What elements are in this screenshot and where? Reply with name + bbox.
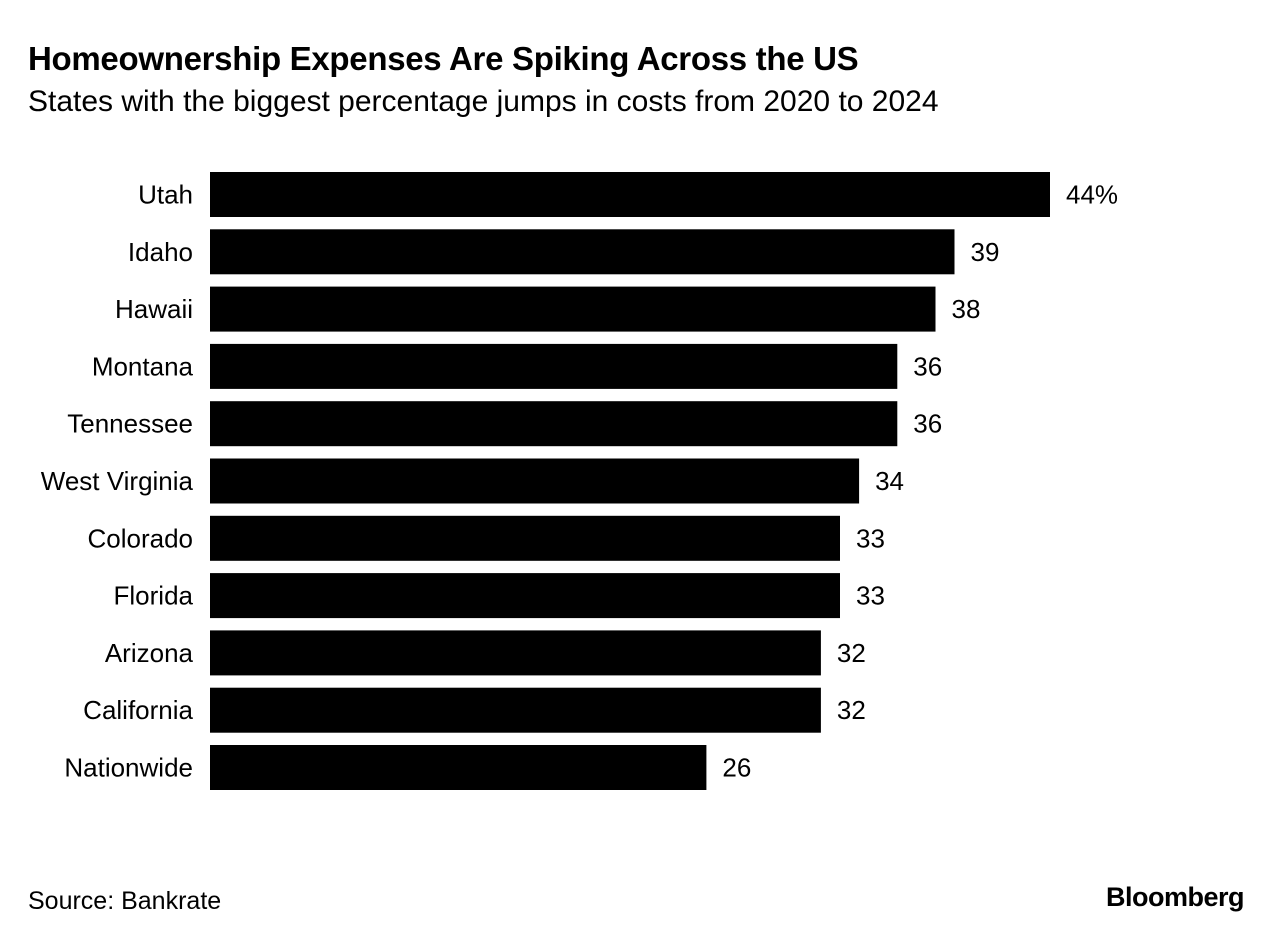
value-label: 34 (875, 466, 904, 496)
chart-title: Homeownership Expenses Are Spiking Acros… (28, 40, 859, 77)
value-label: 26 (722, 753, 751, 783)
bloomberg-logo: Bloomberg (1105, 882, 1245, 912)
value-label: 38 (952, 294, 981, 324)
category-label: Idaho (128, 237, 193, 267)
value-label: 44% (1066, 180, 1118, 210)
category-label: Arizona (105, 638, 194, 668)
bar-hawaii (210, 286, 936, 332)
value-label: 33 (856, 523, 885, 553)
value-label: 32 (837, 695, 866, 725)
bar-california (210, 687, 821, 733)
value-label: 32 (837, 638, 866, 668)
source-note: Source: Bankrate (28, 887, 222, 915)
bar-tennessee (210, 401, 898, 447)
bar-arizona (210, 630, 821, 676)
bar-florida (210, 573, 840, 619)
bar-nationwide (210, 745, 707, 790)
category-label: Montana (92, 351, 194, 381)
category-label: West Virginia (41, 466, 194, 496)
bar-utah (210, 172, 1050, 217)
bar-colorado (210, 515, 840, 561)
value-label: 36 (913, 351, 942, 381)
category-label: Colorado (87, 523, 193, 553)
category-label: Hawaii (115, 294, 193, 324)
category-label: Nationwide (64, 753, 193, 783)
category-label: California (83, 695, 193, 725)
chart-subtitle: States with the biggest percentage jumps… (28, 85, 939, 118)
category-label: Tennessee (67, 409, 193, 439)
bar-west-virginia (210, 458, 860, 504)
value-label: 36 (913, 409, 942, 439)
category-label: Utah (138, 180, 193, 210)
category-label: Florida (114, 581, 194, 611)
value-label: 33 (856, 581, 885, 611)
bar-montana (210, 343, 898, 389)
value-label: 39 (971, 237, 1000, 267)
bar-chart: Utah 44% Idaho 39 Hawaii 38 Montana 36 Tennessee… (41, 172, 1118, 790)
bar-idaho (210, 229, 955, 275)
